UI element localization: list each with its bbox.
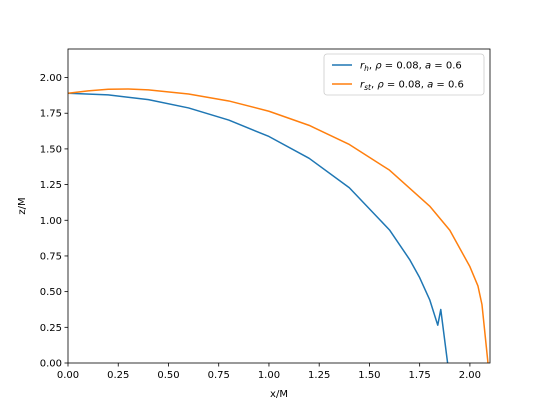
- legend-label-part: ,: [369, 61, 375, 72]
- legend-label-part: ρ: [377, 80, 384, 91]
- x-tick-label: 1.75: [409, 370, 431, 381]
- legend-label-part: = 0.6: [431, 61, 462, 72]
- legend-label-part: a: [427, 80, 433, 91]
- legend-label-part: = 0.08,: [384, 80, 427, 91]
- x-tick-label: 0.25: [107, 370, 129, 381]
- x-tick-label: 0.50: [157, 370, 179, 381]
- series-line-2: [67, 88, 489, 364]
- y-tick-label: 2.00: [40, 73, 62, 84]
- y-tick-label: 1.25: [40, 180, 62, 191]
- plot-frame: [67, 48, 491, 364]
- x-axis: 0.00 0.25 0.50 0.75 1.00 1.25 1.50 1.75 2.00: [57, 363, 481, 381]
- x-tick-label: 0.75: [208, 370, 230, 381]
- legend-label-part: r: [360, 80, 365, 91]
- y-tick-label: 1.75: [40, 109, 62, 120]
- legend-label-part: a: [425, 61, 431, 72]
- y-axis: 0.00 0.25 0.50 0.75 1.00 1.25 1.50 1.75 2.00: [40, 73, 68, 370]
- y-tick-label: 0.25: [40, 323, 62, 334]
- y-tick-label: 0.50: [40, 287, 62, 298]
- x-tick-label: 1.25: [308, 370, 330, 381]
- y-axis-label: z/M: [17, 197, 28, 214]
- y-tick-label: 0.00: [40, 359, 62, 370]
- x-tick-label: 1.00: [258, 370, 280, 381]
- x-tick-label: 2.00: [459, 370, 481, 381]
- legend-label-2: rst, ρ = 0.08, a = 0.6: [360, 80, 464, 93]
- legend-label-part: ,: [371, 80, 377, 91]
- legend-label-part: h: [364, 64, 369, 73]
- legend-label-part: ρ: [375, 61, 382, 72]
- x-tick-label: 0.00: [57, 370, 79, 381]
- legend-label-1: rh, ρ = 0.08, a = 0.6: [360, 61, 462, 74]
- legend-box: [323, 53, 485, 96]
- legend-label-part: = 0.08,: [382, 61, 425, 72]
- y-tick-label: 0.75: [40, 251, 62, 262]
- legend-label-part: st: [364, 83, 372, 92]
- plot-lines: [67, 88, 489, 364]
- legend-label-part: = 0.6: [433, 80, 464, 91]
- series-line-1: [67, 92, 449, 364]
- x-tick-label: 1.50: [358, 370, 380, 381]
- x-axis-label: x/M: [270, 389, 288, 400]
- y-tick-label: 1.00: [40, 216, 62, 227]
- y-tick-label: 1.50: [40, 144, 62, 155]
- legend-label-part: r: [360, 61, 365, 72]
